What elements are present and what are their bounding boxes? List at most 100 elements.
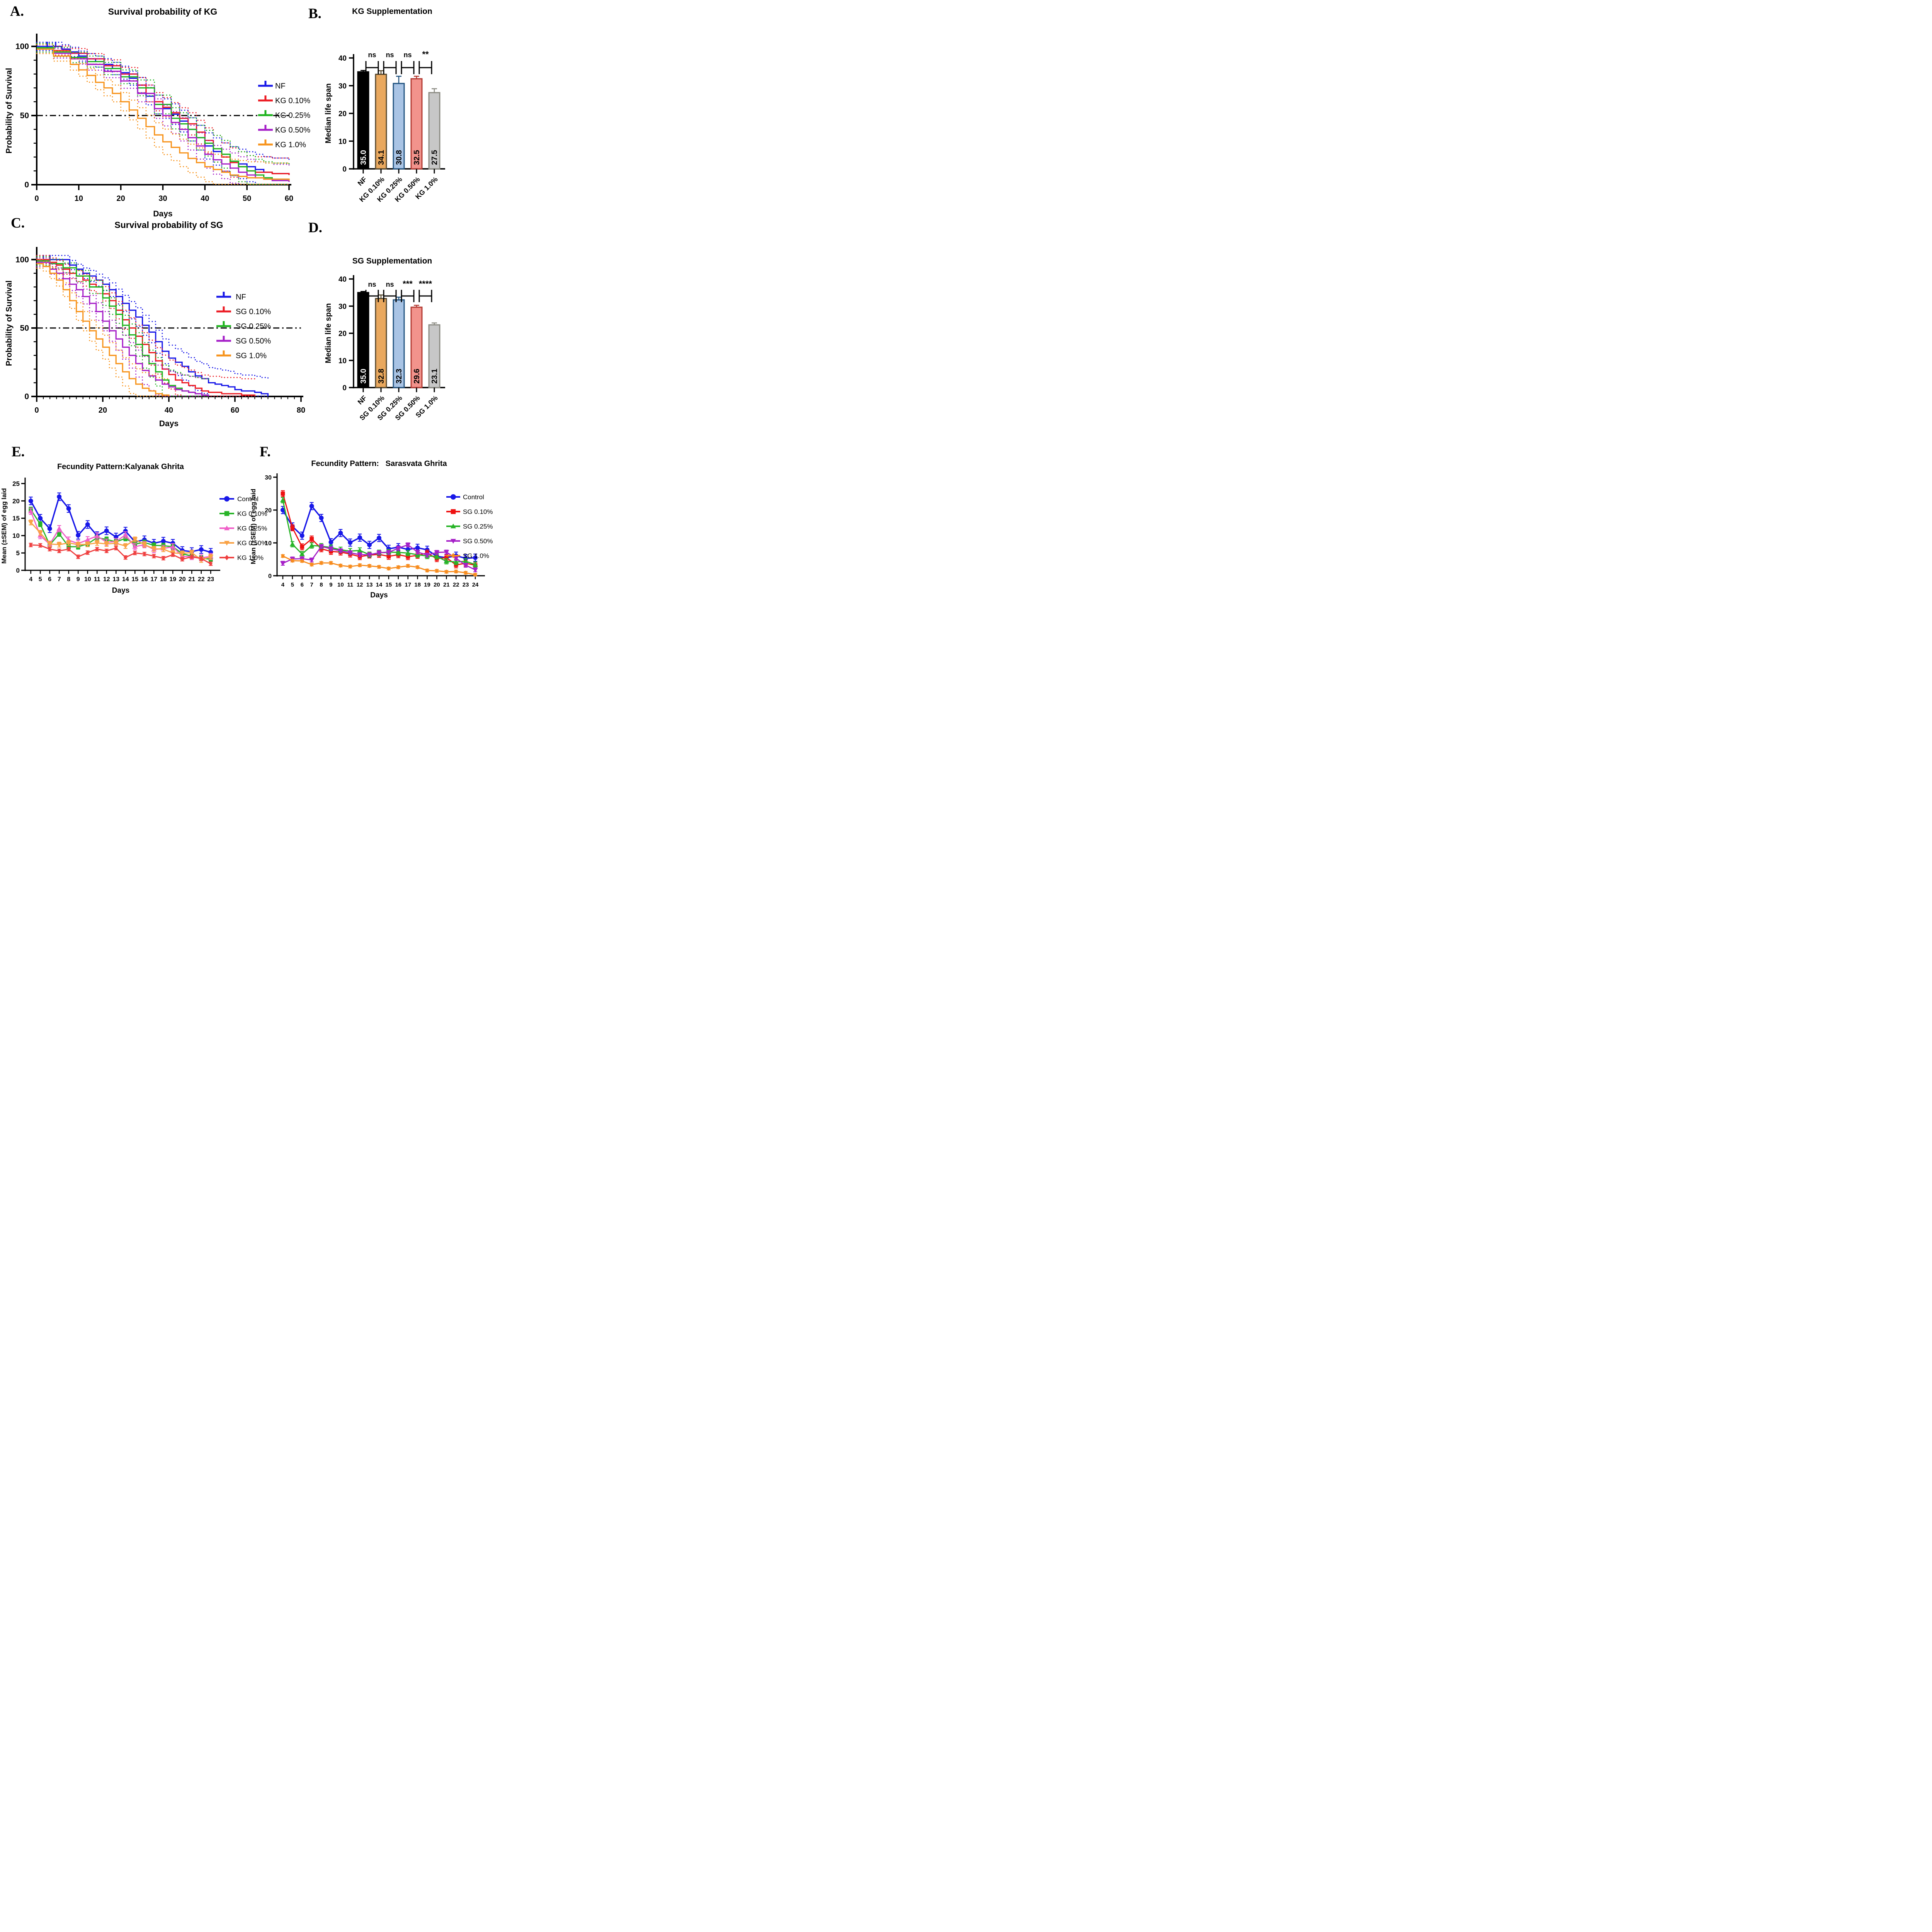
marker-diamond [348,564,352,569]
marker-circle [451,494,456,500]
y-tick-label: 20 [12,497,20,505]
marker-triangle-down [473,568,478,573]
panel-c-letter: C. [11,215,25,231]
x-tick-label: 8 [67,576,70,583]
marker-triangle-down [122,544,128,549]
x-tick-label: 23 [463,582,469,588]
marker-diamond [358,563,362,568]
significance-label: ** [422,49,429,59]
legend-label: SG 0.50% [236,337,271,345]
marker-triangle-down [415,550,420,555]
legend-label: Control [237,495,259,503]
y-tick-label: 0 [24,180,29,189]
x-tick-label: 60 [231,406,239,415]
marker-diamond [454,569,458,574]
marker-triangle-down [338,549,344,554]
y-tick-label: 0 [342,165,347,173]
marker-square [386,554,391,559]
x-tick-label: 24 [472,582,479,588]
marker-square [451,509,456,514]
ci-band [36,41,290,160]
marker-triangle-down [367,553,372,558]
x-tick-label: 15 [386,582,392,588]
marker-diamond [338,563,343,568]
bar-value-label: 32.3 [395,369,403,384]
fecundity-kg-chart: Fecundity Pattern:Kalyanak Ghrita Mean (±… [0,463,267,595]
marker-triangle-down [451,539,456,544]
marker-triangle-down [151,547,157,552]
y-tick-label: 25 [12,480,20,487]
x-tick-label: 18 [414,582,421,588]
bar-value-label: 35.0 [359,150,368,165]
marker-triangle-down [357,553,363,558]
x-axis-label: Days [112,587,129,595]
x-tick-label: 7 [310,582,313,588]
marker-diamond [377,565,381,570]
marker-diamond [406,563,410,568]
y-tick-label: 30 [265,474,272,481]
panel-d-letter: D. [308,220,322,236]
bar-value-label: 32.8 [377,369,386,384]
marker-diamond [281,554,285,558]
category-label: NF [356,394,368,406]
x-tick-label: 5 [39,576,42,583]
x-tick-label: 19 [169,576,176,583]
marker-diamond [38,543,43,548]
kg-supplementation-bar-chart: KG Supplementation Median life span 0 10 20 3… [324,7,445,204]
x-tick-label: 13 [366,582,373,588]
x-tick-label: 20 [179,576,186,583]
sg-supplementation-bar-chart: SG Supplementation Median life span 0 10 20 3… [324,257,445,422]
x-axis-label: Days [159,419,179,428]
significance-label: ns [403,51,412,59]
x-tick-label: 17 [150,576,157,583]
marker-diamond [161,556,165,561]
x-tick-label: 11 [94,576,100,583]
marker-triangle-down [386,550,391,555]
y-tick-label: 20 [265,507,272,514]
significance-label: **** [419,279,432,289]
marker-triangle-down [463,563,469,568]
marker-square [66,544,71,549]
marker-circle [299,533,304,538]
ci-band [36,44,290,167]
marker-diamond [123,555,128,560]
marker-diamond [367,563,371,568]
marker-triangle-down [224,541,230,546]
legend-label: KG 0.25% [275,111,310,120]
marker-triangle-down [318,544,324,549]
x-tick-label: 5 [291,582,294,588]
y-tick-label: 5 [16,549,20,557]
y-tick-label: 0 [268,573,272,580]
marker-triangle-up [56,526,62,531]
bar-value-label: 35.0 [359,369,368,384]
x-tick-label: 23 [207,576,214,583]
marker-triangle-up [94,533,100,538]
marker-circle [357,535,362,540]
marker-diamond [396,565,400,570]
marker-circle [309,503,314,509]
marker-triangle-up [28,509,34,514]
marker-circle [57,494,62,499]
marker-triangle-down [56,543,62,548]
significance-label: ns [386,281,394,288]
marker-diamond [190,554,194,559]
x-tick-label: 19 [424,582,430,588]
legend-label: KG 0.50% [237,539,267,547]
y-tick-label: 50 [20,111,29,120]
ci-band [36,53,290,185]
x-tick-label: 13 [112,576,119,583]
survival-sg-chart: Survival probability of SG Probability of… [5,220,305,428]
marker-triangle-down [66,541,71,546]
y-tick-label: 40 [338,54,347,63]
x-tick-label: 22 [453,582,459,588]
marker-triangle-down [104,542,109,547]
y-tick-label: 100 [15,255,29,264]
x-tick-label: 20 [117,194,125,203]
y-tick-label: 0 [24,392,29,401]
marker-triangle-up [170,544,176,549]
survival-curve [37,262,209,396]
marker-diamond [291,558,294,563]
y-axis-label: Median life span [324,303,333,364]
marker-triangle-up [451,524,456,529]
x-tick-label: 30 [158,194,167,203]
